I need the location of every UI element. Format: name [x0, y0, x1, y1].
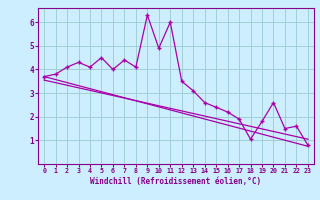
X-axis label: Windchill (Refroidissement éolien,°C): Windchill (Refroidissement éolien,°C) [91, 177, 261, 186]
